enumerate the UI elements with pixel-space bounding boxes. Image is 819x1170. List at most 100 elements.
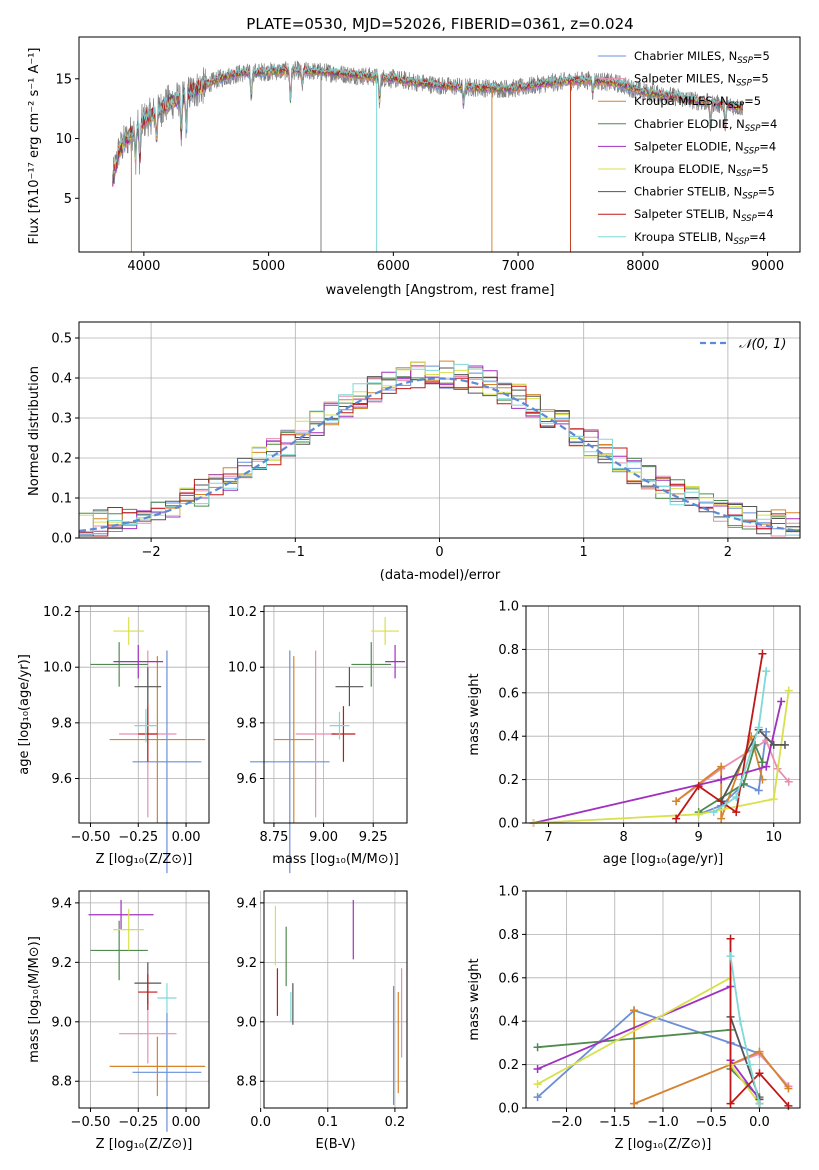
legend-subscript: SSP xyxy=(742,192,758,202)
legend-subscript: SSP xyxy=(736,79,752,89)
weight-marker xyxy=(533,1093,542,1102)
x-tick-label: 4000 xyxy=(127,259,160,274)
panel-xlabel: Z [log₁₀(Z/Z⊙)] xyxy=(615,1137,712,1152)
x-tick-label: 9.00 xyxy=(309,830,338,845)
weight-marker xyxy=(784,686,793,695)
x-tick-label: −0.50 xyxy=(71,1115,111,1130)
x-tick-label: 1 xyxy=(580,545,588,560)
errorbar-point xyxy=(335,667,364,707)
y-tick-label: 0.6 xyxy=(498,971,519,986)
weight-marker xyxy=(758,775,767,784)
parameter-panels: −0.50 −0.25 0.00 9.6 9.8 10.0 10.2 Z [log₁₀(Z/Z… xyxy=(17,600,801,1152)
panel-ylabel: age [log₁₀(age/yr)] xyxy=(17,654,32,775)
x-tick-label: 8.75 xyxy=(259,830,288,845)
errorbar-point xyxy=(109,656,206,823)
axes: 4000 5000 6000 7000 8000 9000 5 10 15 xyxy=(55,72,784,274)
x-tick-label: −2.0 xyxy=(551,1115,583,1130)
weight-marker xyxy=(784,1084,793,1093)
legend-subscript: SSP xyxy=(745,124,761,134)
weight-marker xyxy=(726,1099,735,1108)
errorbar-point xyxy=(157,983,177,1013)
legend-suffix: =4 xyxy=(757,207,774,221)
errorbar-point xyxy=(134,667,162,707)
weight-series-line xyxy=(729,938,790,1107)
weight-marker xyxy=(726,952,735,961)
weight-marker xyxy=(533,1043,542,1052)
x-tick-label: 0.0 xyxy=(749,1115,770,1130)
weight-marker xyxy=(736,1017,745,1026)
weight-series-line xyxy=(537,1028,761,1098)
legend-entry: Kroupa STELIB, NSSP=4 xyxy=(598,230,766,247)
y-tick-label: 9.4 xyxy=(236,896,257,911)
weight-marker xyxy=(755,1047,764,1056)
x-tick-label: 0.1 xyxy=(317,1115,338,1130)
errorbar-point xyxy=(113,644,164,679)
x-tick-label: −0.25 xyxy=(118,830,158,845)
residual-ylabel: Normed distribution xyxy=(27,366,42,496)
legend-subscript: SSP xyxy=(737,56,753,66)
legend-entry: Chabrier MILES, NSSP=5 xyxy=(598,49,770,66)
panel-ylabel: mass [log₁₀(M/M⊙)] xyxy=(27,936,42,1063)
residual-plot-area: −2 −1 0 1 2 0.0 0.1 0.2 0.3 0.4 0.5 xyxy=(51,321,801,560)
weight-series-line xyxy=(533,690,790,824)
x-tick-label: 9000 xyxy=(751,259,784,274)
legend-suffix: =4 xyxy=(759,139,776,153)
weight-marker xyxy=(769,795,778,804)
legend-entry: Kroupa ELODIE, NSSP=5 xyxy=(598,162,769,179)
y-tick-label: 1.0 xyxy=(498,600,519,615)
axes-frame xyxy=(78,890,210,1109)
panel-ylabel: mass weight xyxy=(467,673,482,755)
errorbar-point xyxy=(273,656,314,823)
errorbar-point xyxy=(119,1003,177,1064)
legend-subscript: SSP xyxy=(744,146,760,156)
weight-marker xyxy=(533,1064,542,1073)
weight-marker xyxy=(732,792,741,801)
weight-marker xyxy=(769,740,778,749)
spectrum-title: PLATE=0530, MJD=52026, FIBERID=0361, z=0… xyxy=(246,15,633,33)
y-tick-label: 10.0 xyxy=(43,661,72,676)
legend-label: Kroupa ELODIE, NSSP=5 xyxy=(634,162,769,179)
weight-marker xyxy=(717,762,726,771)
y-tick-label: 0.8 xyxy=(498,643,519,658)
errorbar-point xyxy=(295,650,336,818)
axes: 0.0 0.1 0.2 8.8 9.0 9.2 9.4 xyxy=(236,891,407,1130)
legend-label: Salpeter STELIB, NSSP=4 xyxy=(634,207,774,224)
legend-label: Salpeter MILES, NSSP=5 xyxy=(634,72,769,89)
legend-suffix: =5 xyxy=(753,49,770,63)
y-tick-label: 10.0 xyxy=(228,661,257,676)
y-tick-label: 9.8 xyxy=(236,716,257,731)
legend-subscript: SSP xyxy=(734,237,750,247)
errorbar-point xyxy=(351,642,392,687)
weight-series-line xyxy=(729,955,761,1104)
errorbar-point xyxy=(109,1036,206,1097)
weight-marker xyxy=(755,1099,764,1108)
legend-suffix: =5 xyxy=(758,185,775,199)
errorbar-point xyxy=(138,706,158,762)
legend-suffix: =5 xyxy=(752,162,769,176)
residual-legend: 𝒩(0, 1) xyxy=(700,337,786,352)
weight-series-line xyxy=(729,1016,761,1104)
panel-xlabel: Z [log₁₀(Z/Z⊙)] xyxy=(96,852,193,867)
y-tick-label: 9.0 xyxy=(51,1015,72,1030)
legend-subscript: SSP xyxy=(741,214,757,224)
errorbar-point xyxy=(329,711,350,740)
errorbar-point xyxy=(134,708,158,743)
errorbar-point xyxy=(132,1012,202,1132)
errorbar-point xyxy=(371,617,400,645)
errorbar-point xyxy=(385,644,406,679)
weight-series-line xyxy=(537,985,761,1100)
y-tick-label: 0.2 xyxy=(51,452,72,467)
panel-xlabel: E(B-V) xyxy=(315,1137,355,1152)
y-tick-label: 0.6 xyxy=(498,686,519,701)
y-tick-label: 0.4 xyxy=(498,1015,519,1030)
errorbar-point xyxy=(90,920,148,981)
axes: 8.75 9.00 9.25 9.6 9.8 10.0 10.2 xyxy=(228,605,407,845)
y-tick-label: 0.0 xyxy=(498,1102,519,1117)
weight-marker xyxy=(630,1006,639,1015)
weight-series-line xyxy=(713,670,768,813)
axes-frame xyxy=(78,605,210,824)
weight-marker xyxy=(784,777,793,786)
y-tick-label: 10.2 xyxy=(43,605,72,620)
y-tick-label: 10 xyxy=(55,132,72,147)
y-tick-label: 0.4 xyxy=(498,730,519,745)
